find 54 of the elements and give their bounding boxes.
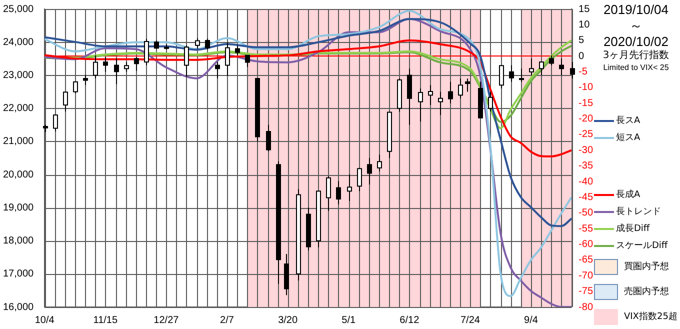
y2-tick-label: -15 (578, 98, 594, 109)
y2-tick-label: -30 (578, 144, 594, 156)
y-tick-label: 25,000 (2, 4, 34, 15)
text: 2019/10/04 (602, 2, 670, 18)
y2-tick-label: -40 (578, 176, 594, 188)
x-tick-label: 2/7 (220, 314, 234, 326)
y2-tick-label: 10 (578, 19, 590, 30)
x-tick-label: 12/27 (154, 314, 180, 326)
legend-label: 成長Diff (616, 222, 650, 235)
x-tick-label: 7/24 (460, 314, 480, 326)
y2-tick-label: -75 (578, 286, 594, 298)
legend-label: 短スA (616, 132, 640, 144)
y-tick-label: 18,000 (2, 236, 34, 247)
y2-tick-label: -25 (578, 129, 594, 140)
text: 2020/10/02 (602, 34, 670, 50)
x-tick-label: 6/12 (400, 314, 420, 326)
line-series (44, 18, 572, 228)
y2-tick-label: -20 (578, 114, 594, 125)
legend-label: 長トレンド (616, 206, 661, 218)
legend-label: スケールDiff (616, 240, 668, 252)
y2-tick-label: -65 (578, 254, 594, 266)
y2-tick-label: -10 (578, 82, 594, 94)
x-tick-label: 11/15 (93, 314, 118, 326)
y-tick-label: 22,000 (2, 103, 34, 114)
y2-tick-label: 15 (578, 4, 590, 15)
y2-tick-label: -50 (578, 208, 594, 219)
y2-tick-label: 0 (578, 50, 585, 62)
x-tick-label: 5/1 (342, 314, 356, 326)
y-tick-label: 23,000 (2, 70, 34, 81)
y-tick-label: 19,000 (2, 202, 34, 214)
y2-tick-label: -35 (578, 160, 594, 172)
y-tick-label: 24,000 (2, 36, 34, 48)
y-tick-label: 21,000 (2, 136, 34, 148)
legend-label: 長成A (616, 188, 640, 201)
text: 買圏内予想 (624, 260, 669, 273)
y-tick-label: 17,000 (2, 268, 34, 280)
y2-tick-label: -55 (578, 223, 594, 234)
y2-tick-label: -45 (578, 192, 594, 203)
legend-label: 長スA (616, 114, 640, 127)
y2-tick-label: 5 (578, 35, 585, 46)
x-tick-label: 3/20 (278, 314, 298, 326)
y2-tick-label: -60 (578, 239, 594, 250)
y2-tick-label: -5 (578, 66, 588, 78)
text: 3ヶ月先行指数 (602, 50, 670, 62)
y2-tick-label: -80 (578, 302, 594, 313)
x-tick-label: 10/4 (34, 314, 55, 326)
text: Limited to VIX< 25 (602, 62, 670, 73)
y-tick-label: 20,000 (2, 169, 34, 180)
text: 売圏内予想 (624, 286, 669, 298)
y2-tick-label: -70 (578, 270, 594, 282)
x-tick-label: 9/4 (524, 314, 538, 326)
legend-label: VIX指数25超 (624, 310, 678, 323)
y-tick-label: 16,000 (2, 302, 34, 313)
text: ～ (628, 18, 644, 34)
